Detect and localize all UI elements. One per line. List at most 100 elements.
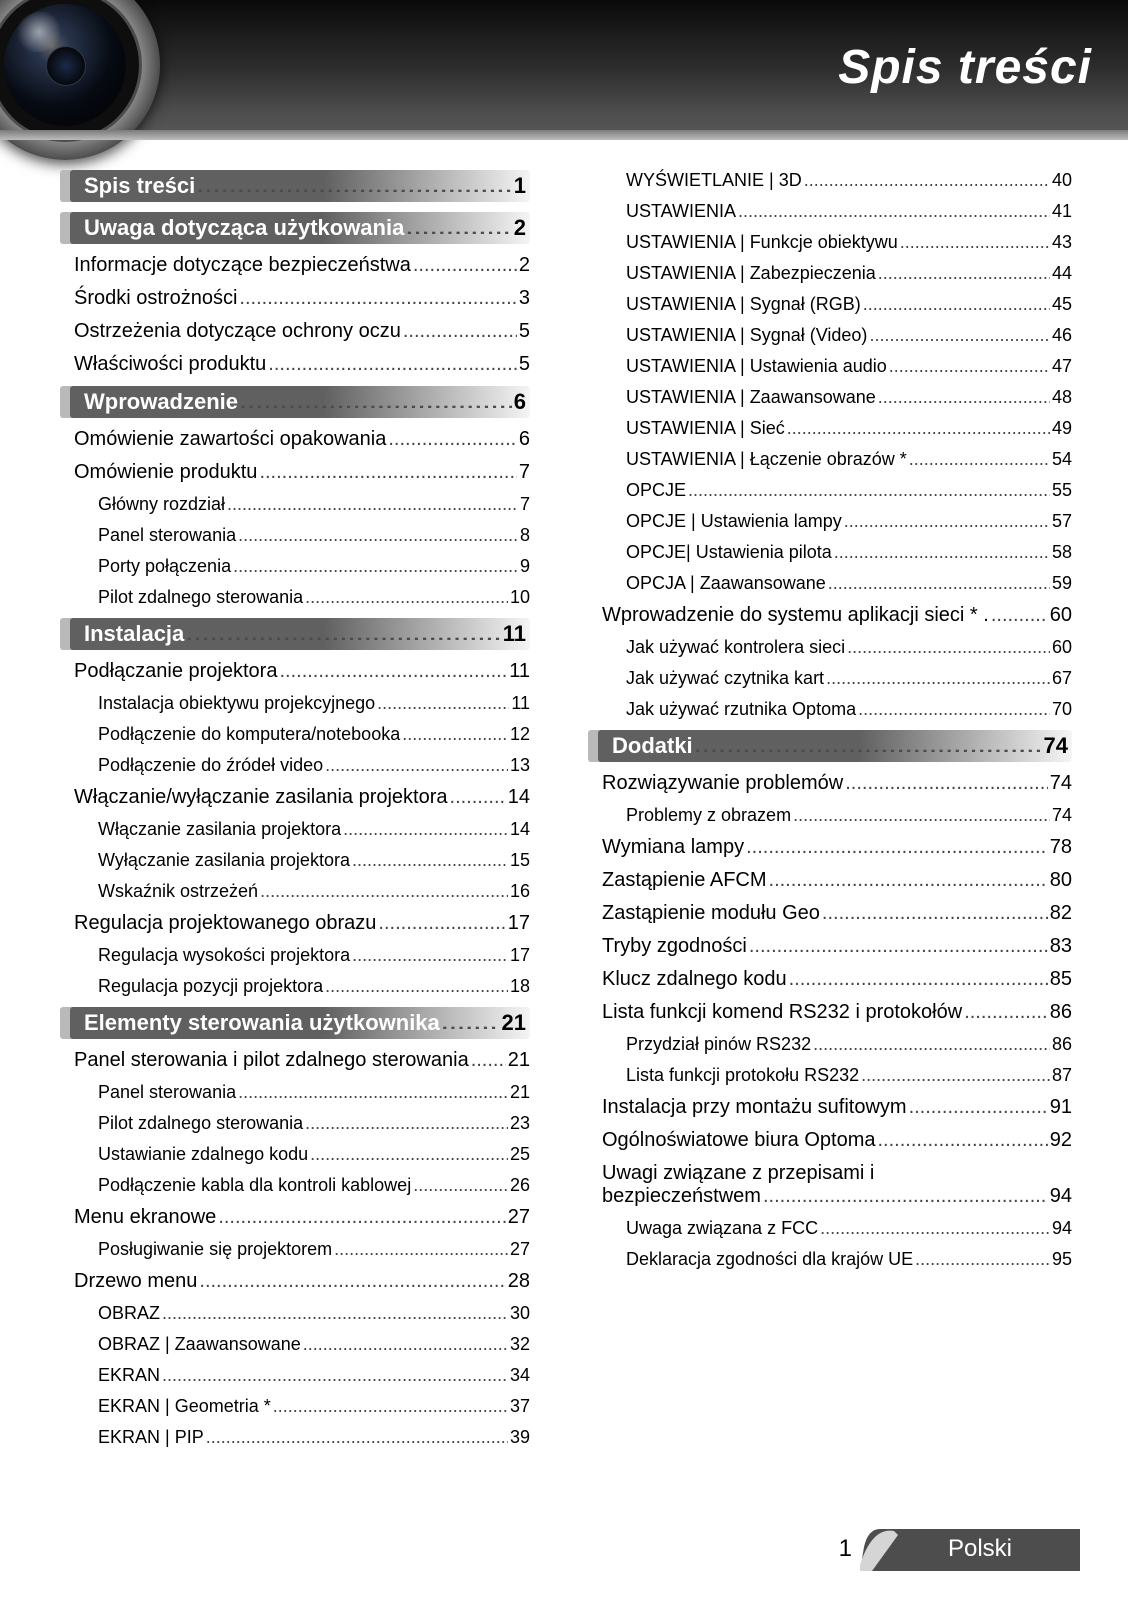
toc-entry-label: USTAWIENIA | Zaawansowane [626,387,876,408]
toc-entry: Wskaźnik ostrzeżeń16 [70,881,530,902]
toc-entry: Włączanie/wyłączanie zasilania projektor… [70,786,530,809]
toc-entry: Omówienie produktu7 [70,461,530,484]
toc-entry: Lista funkcji komend RS232 i protokołów8… [598,1001,1072,1024]
leader-dots [199,1273,505,1293]
toc-entry-page: 5 [519,353,530,376]
toc-entry-label: Przydział pinów RS232 [626,1034,811,1055]
toc-entry-label: USTAWIENIA | Sygnał (Video) [626,325,867,346]
leader-dots [813,1037,1050,1055]
toc-section-heading: Instalacja11 [70,618,530,650]
toc-entry-label: Jak używać czytnika kart [626,668,824,689]
toc-column-right: WYŚWIETLANIE | 3D40USTAWIENIA41USTAWIENI… [564,160,1128,1448]
toc-entry-label: Instalacja przy montażu sufitowym [602,1096,907,1119]
toc-entry-page: 9 [520,556,530,577]
toc-entry-page: 2 [514,215,526,241]
toc-entry: Pilot zdalnego sterowania10 [70,587,530,608]
toc-entry-label: USTAWIENIA | Łączenie obrazów * [626,449,907,470]
toc-entry-page: 11 [509,660,530,683]
toc-entry-page: 94 [1052,1218,1072,1239]
toc-entry-label: Uwaga związana z FCC [626,1218,818,1239]
toc-entry: USTAWIENIA | Funkcje obiektywu43 [598,232,1072,253]
toc-entry-page: 26 [510,1175,530,1196]
toc-entry: Posługiwanie się projektorem27 [70,1239,530,1260]
leader-dots [991,607,1048,627]
leader-dots [861,1068,1050,1086]
toc-entry-label: Regulacja wysokości projektora [98,945,350,966]
toc-entry-label: Panel sterowania i pilot zdalnego sterow… [74,1049,469,1072]
toc-entry: Drzewo menu28 [70,1270,530,1293]
toc-entry-label: USTAWIENIA [626,201,736,222]
page-footer: 1 Polski [839,1527,1080,1571]
leader-dots [378,915,505,935]
toc-entry-page: 16 [510,881,530,902]
toc-entry: OPCJE| Ustawienia pilota58 [598,542,1072,563]
leader-dots [325,979,508,997]
toc-entry: USTAWIENIA | Sygnał (RGB)45 [598,294,1072,315]
leader-dots [695,733,1042,755]
toc-entry-label: Lista funkcji komend RS232 i protokołów [602,1001,962,1024]
toc-entry-label: Włączanie/wyłączanie zasilania projektor… [74,786,448,809]
toc-entry-label: Lista funkcji protokołu RS232 [626,1065,859,1086]
toc-entry-label: Środki ostrożności [74,287,237,310]
leader-dots [406,215,511,237]
leader-dots [834,545,1050,563]
toc-entry-label: Wprowadzenie [84,389,238,415]
leader-dots [388,431,517,451]
leader-dots [260,884,508,902]
toc-entry-page: 28 [508,1270,530,1293]
toc-section-heading: Uwaga dotycząca użytkowania2 [70,212,530,244]
toc-entry-label: Omówienie zawartości opakowania [74,428,386,451]
leader-dots [789,971,1048,991]
toc-entry: Środki ostrożności3 [70,287,530,310]
toc-entry-page: 12 [510,724,530,745]
leader-dots [909,1099,1048,1119]
leader-dots [240,389,512,411]
toc-entry: Panel sterowania i pilot zdalnego sterow… [70,1049,530,1072]
leader-dots [878,266,1050,284]
toc-entry: USTAWIENIA | Sieć49 [598,418,1072,439]
toc-entry: WYŚWIETLANIE | 3D40 [598,170,1072,191]
toc-entry: Informacje dotyczące bezpieczeństwa2 [70,254,530,277]
toc-entry-page: 95 [1052,1249,1072,1270]
leader-dots [343,822,508,840]
leader-dots [403,323,517,343]
toc-entry-page: 94 [1050,1185,1072,1208]
toc-entry-label: Uwagi związane z przepisami i [602,1162,1034,1185]
leader-dots [869,328,1050,346]
toc-entry-label: EKRAN | Geometria * [98,1396,271,1417]
toc-entry-label: USTAWIENIA | Funkcje obiektywu [626,232,898,253]
toc-entry: Problemy z obrazem 74 [598,805,1072,826]
toc-entry-page: 74 [1052,805,1072,826]
toc-entry-page: 2 [519,254,530,277]
toc-entry-label: Omówienie produktu [74,461,257,484]
leader-dots [334,1242,508,1260]
toc-entry-page: 13 [510,755,530,776]
toc-entry-label: Panel sterowania [98,525,236,546]
toc-entry-page: 17 [510,945,530,966]
toc-entry: Regulacja wysokości projektora 17 [70,945,530,966]
leader-dots [413,257,517,277]
toc-entry-label: Deklaracja zgodności dla krajów UE [626,1249,913,1270]
leader-dots [749,938,1048,958]
toc-entry-label: OPCJE [626,480,686,501]
toc-entry: USTAWIENIA | Łączenie obrazów *54 [598,449,1072,470]
leader-dots [352,948,508,966]
toc-entry-page: 27 [508,1206,530,1229]
leader-dots [900,235,1050,253]
leader-dots [889,359,1050,377]
toc-entry-page: 21 [510,1082,530,1103]
toc-entry: OBRAZ30 [70,1303,530,1324]
leader-dots [206,1430,508,1448]
toc-entry-page: 48 [1052,387,1072,408]
toc-entry-label: Spis treści [84,173,195,199]
leader-dots [844,514,1050,532]
leader-dots [863,297,1050,315]
toc-entry-page: 11 [511,693,530,714]
toc-entry-label: Problemy z obrazem [626,805,791,826]
toc-entry: Ogólnoświatowe biura Optoma92 [598,1129,1072,1152]
leader-dots [909,452,1050,470]
toc-entry-page: 87 [1052,1065,1072,1086]
toc-entry-page: 14 [510,819,530,840]
toc-entry-label: Regulacja pozycji projektora [98,976,323,997]
toc-entry-label: Wymiana lampy [602,836,744,859]
